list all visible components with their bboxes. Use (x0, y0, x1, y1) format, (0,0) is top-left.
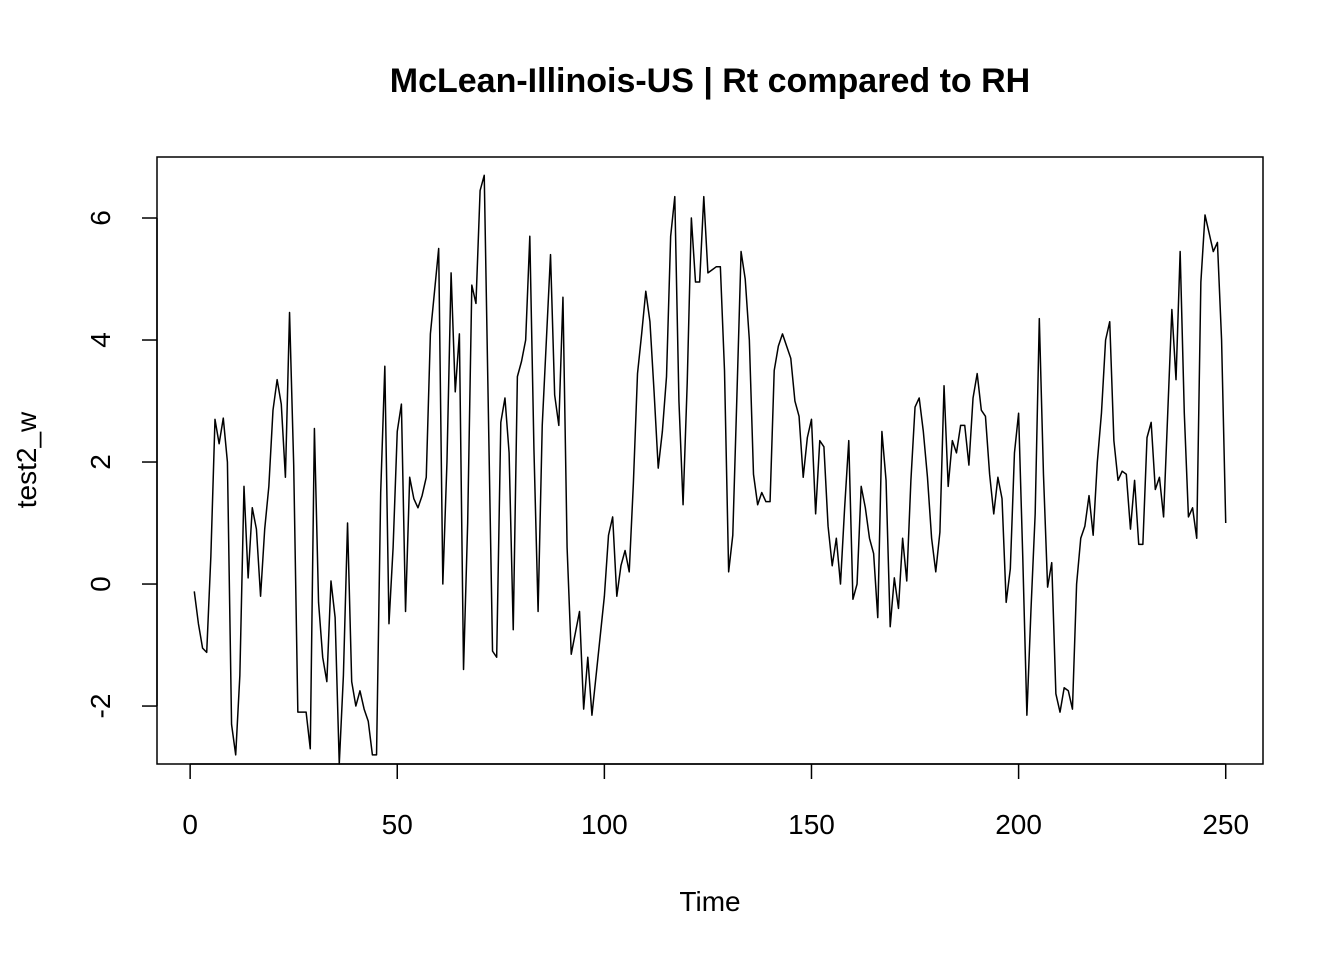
x-axis-label: Time (679, 886, 740, 917)
x-tick-label: 100 (581, 809, 628, 840)
y-tick-label: 0 (85, 576, 116, 592)
y-tick-label: 4 (85, 332, 116, 348)
y-axis-label: test2_w (11, 411, 42, 508)
x-tick-label: 250 (1202, 809, 1249, 840)
y-tick-label: 2 (85, 454, 116, 470)
x-tick-label: 50 (382, 809, 413, 840)
y-axis: -2 0 2 4 6 (85, 210, 158, 719)
x-tick-label: 200 (995, 809, 1042, 840)
x-axis: 0 50 100 150 200 250 (182, 763, 1249, 840)
y-tick-label: -2 (85, 694, 116, 719)
chart-title: McLean-Illinois-US | Rt compared to RH (390, 62, 1030, 100)
x-tick-label: 0 (182, 809, 198, 840)
x-tick-label: 150 (788, 809, 835, 840)
y-tick-label: 6 (85, 210, 116, 226)
series-line (193, 174, 1227, 765)
